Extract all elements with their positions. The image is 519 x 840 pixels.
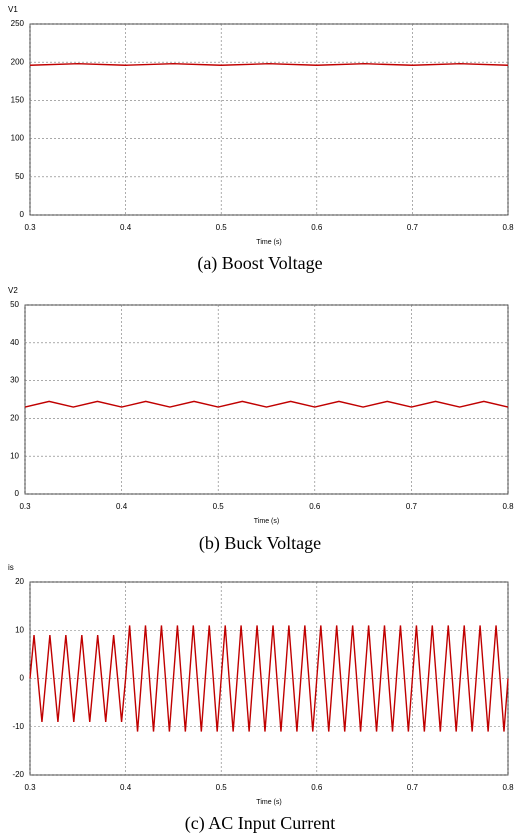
y-tick-label: 50: [15, 172, 24, 181]
series-line: [24, 400, 509, 408]
series-line: [29, 63, 509, 66]
x-tick-label: 0.4: [120, 783, 132, 792]
x-axis-label: Time (s): [254, 518, 279, 525]
caption: (a) Boost Voltage: [197, 253, 322, 274]
y-tick-label: 0: [20, 674, 25, 683]
x-tick-label: 0.7: [407, 223, 419, 232]
plot-frame: [24, 304, 509, 495]
x-axis-label: Time (s): [256, 799, 281, 806]
x-tick-label: 0.6: [311, 223, 323, 232]
x-tick-label: 0.3: [19, 502, 31, 511]
x-tick-label: 0.5: [216, 223, 228, 232]
y-tick-label: 0: [20, 210, 25, 219]
y-tick-label: -20: [12, 770, 24, 779]
caption: (b) Buck Voltage: [199, 533, 321, 554]
x-tick-label: 0.3: [24, 783, 36, 792]
y-tick-label: 150: [11, 96, 25, 105]
y-tick-label: 0: [15, 489, 20, 498]
x-tick-label: 0.4: [116, 502, 128, 511]
x-tick-label: 0.8: [502, 783, 514, 792]
series-line: [29, 625, 509, 732]
y-tick-label: 20: [15, 577, 24, 586]
y-tick-label: 30: [10, 376, 19, 385]
x-tick-label: 0.6: [309, 502, 321, 511]
x-tick-label: 0.7: [406, 502, 418, 511]
x-tick-label: 0.4: [120, 223, 132, 232]
x-tick-label: 0.3: [24, 223, 36, 232]
x-tick-label: 0.8: [502, 223, 514, 232]
y-tick-label: 250: [11, 19, 25, 28]
x-tick-label: 0.8: [502, 502, 514, 511]
caption: (c) AC Input Current: [185, 813, 335, 834]
y-tick-label: 10: [10, 451, 19, 460]
x-axis-label: Time (s): [256, 239, 281, 246]
x-tick-label: 0.7: [407, 783, 419, 792]
series-label: is: [8, 563, 14, 572]
y-tick-label: 200: [11, 57, 25, 66]
x-tick-label: 0.5: [213, 502, 225, 511]
y-tick-label: 10: [15, 625, 24, 634]
x-tick-label: 0.5: [216, 783, 228, 792]
y-tick-label: 20: [10, 414, 19, 423]
series-label: V2: [8, 286, 18, 295]
series-label: V1: [8, 5, 18, 14]
y-tick-label: -10: [12, 722, 24, 731]
y-tick-label: 50: [10, 300, 19, 309]
plot-frame: [29, 23, 509, 216]
y-tick-label: 100: [11, 134, 25, 143]
x-tick-label: 0.6: [311, 783, 323, 792]
y-tick-label: 40: [10, 338, 19, 347]
